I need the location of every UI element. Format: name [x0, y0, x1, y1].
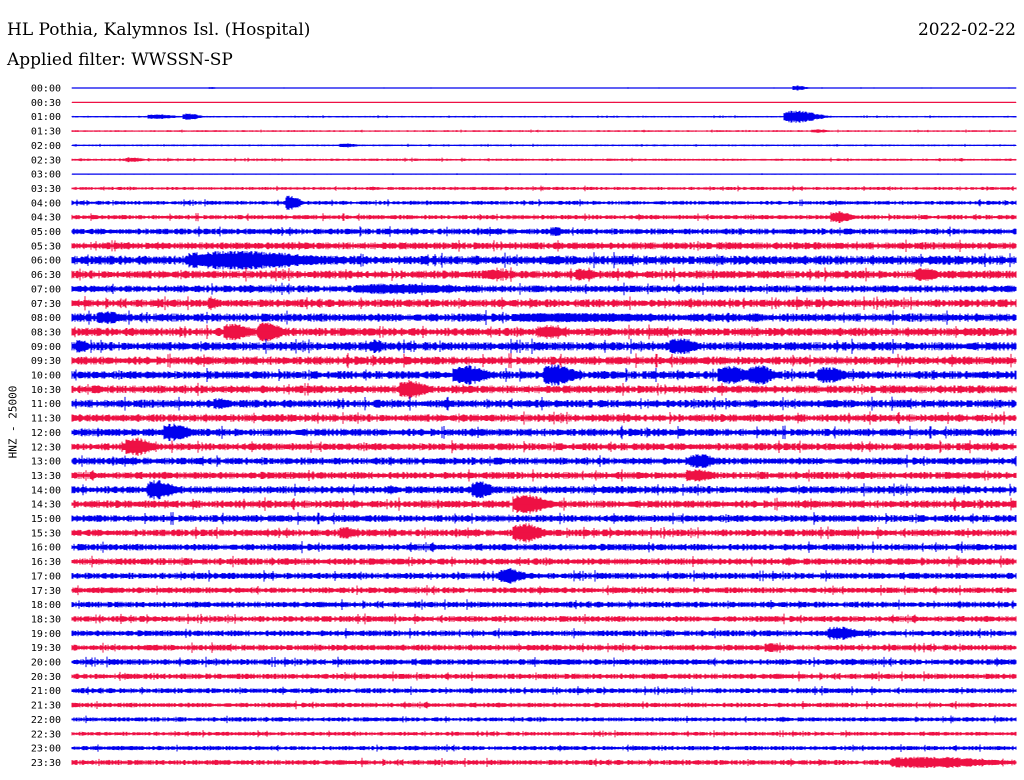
row-time-label: 23:30 — [31, 758, 61, 769]
row-time-label: 20:30 — [31, 672, 61, 683]
row-time-label: 09:30 — [31, 356, 61, 367]
row-time-label: 06:00 — [31, 256, 61, 267]
row-time-label: 19:00 — [31, 629, 61, 640]
row-time-label: 00:00 — [31, 84, 61, 95]
row-time-label: 13:00 — [31, 457, 61, 468]
row-time-label: 04:30 — [31, 213, 61, 224]
row-time-label: 14:00 — [31, 485, 61, 496]
row-time-label: 07:00 — [31, 284, 61, 295]
row-time-label: 21:00 — [31, 686, 61, 697]
row-time-label: 17:00 — [31, 571, 61, 582]
station-title: HL Pothia, Kalymnos Isl. (Hospital) — [7, 20, 311, 40]
row-time-label: 01:30 — [31, 127, 61, 138]
row-time-label: 22:00 — [31, 715, 61, 726]
record-date: 2022-02-22 — [917, 20, 1016, 40]
row-time-label: 16:00 — [31, 543, 61, 554]
row-time-label: 03:00 — [31, 170, 61, 181]
filter-label: Applied filter: WWSSN-SP — [7, 50, 233, 70]
row-time-label: 01:00 — [31, 112, 61, 123]
row-time-label: 09:00 — [31, 342, 61, 353]
row-time-label: 21:30 — [31, 701, 61, 712]
row-time-label: 03:30 — [31, 184, 61, 195]
row-time-label: 14:30 — [31, 500, 61, 511]
row-time-label: 22:30 — [31, 729, 61, 740]
row-time-label: 08:00 — [31, 313, 61, 324]
row-time-label: 15:00 — [31, 514, 61, 525]
row-time-label: 15:30 — [31, 528, 61, 539]
row-time-label: 06:30 — [31, 270, 61, 281]
row-time-label: 18:30 — [31, 614, 61, 625]
row-time-label: 10:00 — [31, 371, 61, 382]
row-time-label: 07:30 — [31, 299, 61, 310]
row-time-label: 11:30 — [31, 414, 61, 425]
row-time-label: 04:00 — [31, 198, 61, 209]
row-time-label: 02:30 — [31, 155, 61, 166]
row-time-label: 17:30 — [31, 586, 61, 597]
row-time-label: 08:30 — [31, 327, 61, 338]
row-time-label: 23:00 — [31, 744, 61, 755]
row-time-label: 19:30 — [31, 643, 61, 654]
row-time-label: 18:00 — [31, 600, 61, 611]
row-time-label: 00:30 — [31, 98, 61, 109]
row-time-label: 05:30 — [31, 241, 61, 252]
row-time-label: 20:00 — [31, 658, 61, 669]
row-time-label: 13:30 — [31, 471, 61, 482]
row-time-label: 02:00 — [31, 141, 61, 152]
row-time-label: 16:30 — [31, 557, 61, 568]
row-time-label: 12:30 — [31, 442, 61, 453]
row-time-label: 05:00 — [31, 227, 61, 238]
row-time-label: 12:00 — [31, 428, 61, 439]
row-time-label: 10:30 — [31, 385, 61, 396]
row-time-label: 11:00 — [31, 399, 61, 410]
